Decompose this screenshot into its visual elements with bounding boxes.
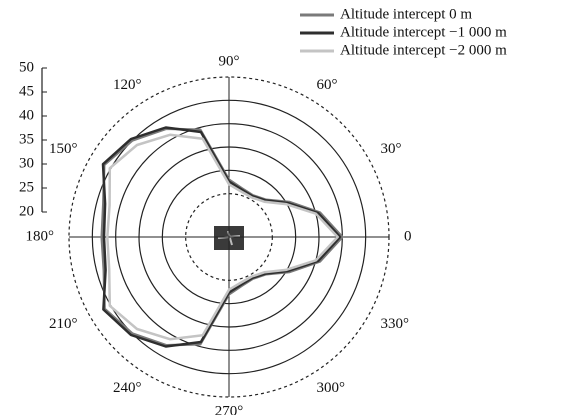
angle-tick-label: 30° xyxy=(381,141,402,157)
angle-tick-label: 150° xyxy=(49,141,78,157)
legend-label: Altitude intercept −2 000 m xyxy=(340,42,507,58)
grid-ring xyxy=(68,76,390,398)
angle-tick-label: 300° xyxy=(317,380,346,396)
radial-tick-label: 35 xyxy=(19,131,34,147)
radial-tick-label: 40 xyxy=(19,107,34,123)
radial-tick-label: 50 xyxy=(19,59,34,75)
angle-tick-label: 330° xyxy=(381,316,410,332)
angle-tick-label: 240° xyxy=(113,380,142,396)
grid-ring xyxy=(91,99,367,375)
grid-ring xyxy=(138,146,320,328)
angle-tick-label: 60° xyxy=(317,77,338,93)
grid-ring xyxy=(161,169,297,305)
radial-tick-label: 25 xyxy=(19,179,34,195)
series-line xyxy=(101,126,342,348)
radial-tick-label: 30 xyxy=(19,155,34,171)
angle-tick-label: 270° xyxy=(215,403,244,415)
series-line xyxy=(106,133,339,341)
angle-tick-label: 0 xyxy=(404,228,412,244)
angle-tick-label: 90° xyxy=(219,53,240,69)
angle-tick-label: 180° xyxy=(26,228,55,244)
radial-tick-label: 20 xyxy=(19,203,34,219)
grid-ring xyxy=(185,193,273,281)
angle-tick-label: 120° xyxy=(113,77,142,93)
radial-tick-label: 45 xyxy=(19,83,34,99)
angle-tick-label: 210° xyxy=(49,316,78,332)
legend-label: Altitude intercept −1 000 m xyxy=(340,24,507,40)
legend-label: Altitude intercept 0 m xyxy=(340,6,472,22)
